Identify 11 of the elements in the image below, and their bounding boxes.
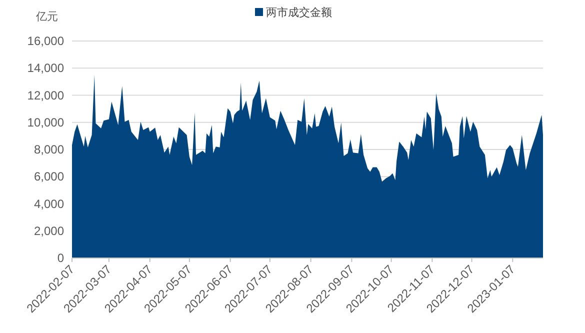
y-axis-title: 亿元 [35,11,58,23]
y-tick-label: 16,000 [27,34,64,48]
y-tick-label: 2,000 [34,224,64,238]
y-tick-label: 10,000 [27,115,64,130]
y-tick-label: 8,000 [34,142,64,156]
y-tick-label: 14,000 [27,61,64,76]
y-tick-label: 0 [57,251,64,265]
y-tick-label: 6,000 [34,170,64,184]
y-tick-label: 4,000 [34,196,64,211]
legend-label: 两市成交金额 [266,6,332,19]
y-tick-label: 12,000 [27,88,64,102]
